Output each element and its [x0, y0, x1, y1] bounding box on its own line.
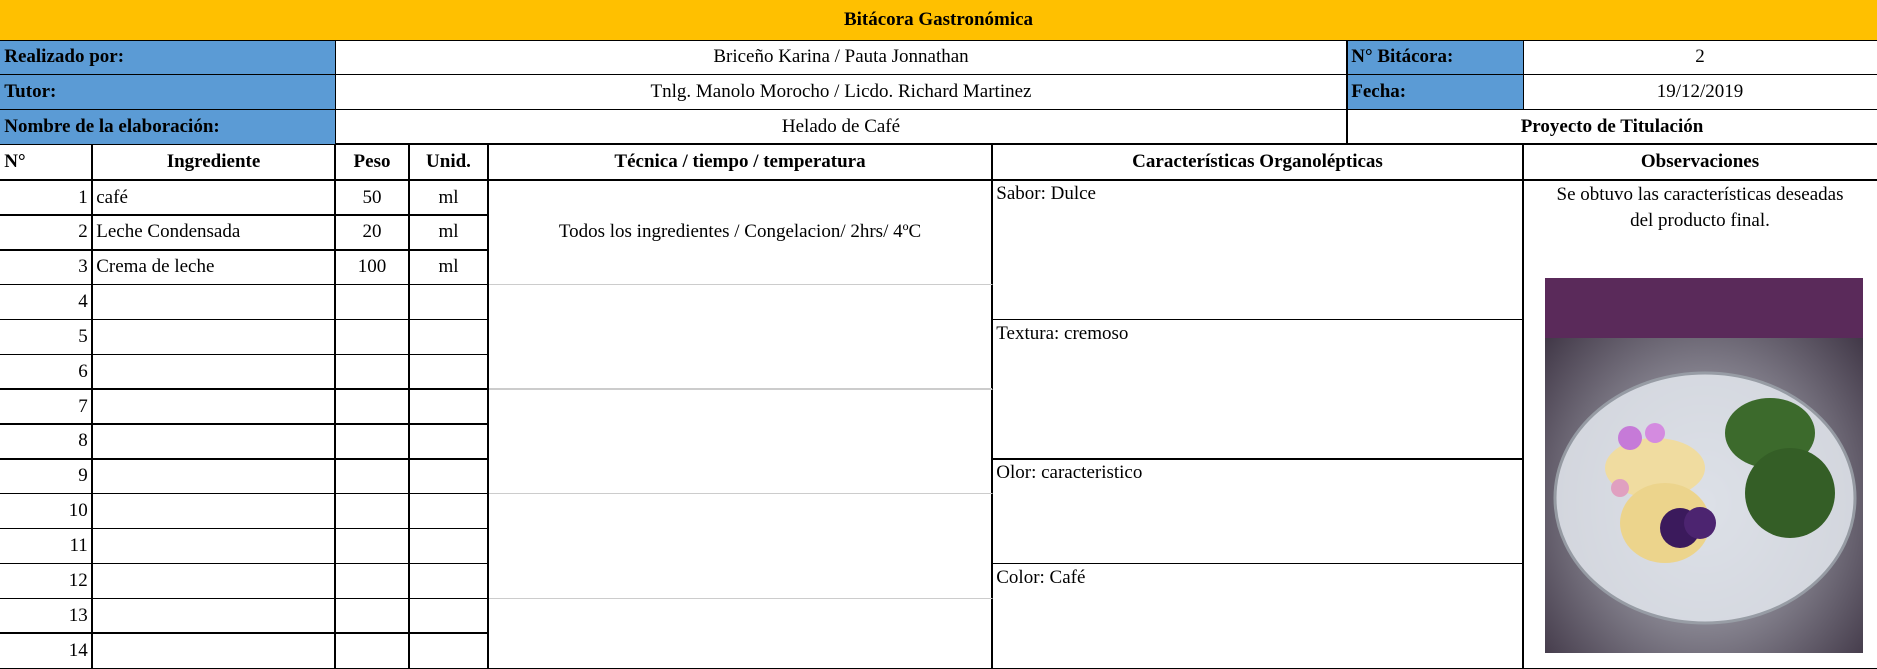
table-cell — [91, 632, 336, 669]
label: Nombre de la elaboración: — [0, 108, 336, 145]
table-cell — [408, 283, 489, 321]
label: Fecha: — [1346, 73, 1524, 111]
table-cell — [408, 388, 489, 425]
column-header: Técnica / tiempo / temperatura — [487, 143, 993, 181]
table-cell — [91, 597, 336, 634]
table-cell: 2 — [0, 214, 93, 251]
table-cell: Leche Condensada — [91, 214, 336, 251]
column-header: Peso — [334, 143, 410, 181]
table-cell: ml — [408, 214, 489, 251]
table-cell — [408, 318, 489, 356]
table-cell — [334, 423, 410, 460]
table-cell: 13 — [0, 597, 93, 634]
table-cell — [334, 353, 410, 390]
table-cell — [408, 423, 489, 460]
table-cell — [334, 388, 410, 425]
table-cell: 4 — [0, 283, 93, 321]
table-cell — [91, 283, 336, 321]
table-cell: 3 — [0, 249, 93, 286]
table-cell: Crema de leche — [91, 249, 336, 286]
table-cell: ml — [408, 249, 489, 286]
label: Realizado por: — [0, 39, 336, 76]
value: Briceño Karina / Pauta Jonnathan — [334, 39, 1348, 76]
technique-cell — [487, 283, 993, 390]
table-cell: 5 — [0, 318, 93, 356]
table-cell: 6 — [0, 353, 93, 390]
table-cell: 8 — [0, 423, 93, 460]
table-cell — [408, 353, 489, 390]
table-cell — [408, 562, 489, 600]
table-cell — [91, 458, 336, 495]
table-cell — [408, 458, 489, 495]
table-cell — [334, 527, 410, 565]
characteristic: Olor: caracteristico — [991, 458, 1524, 565]
table-cell — [91, 493, 336, 530]
technique-cell — [487, 388, 993, 495]
label: Tutor: — [0, 73, 336, 111]
table-cell — [334, 562, 410, 600]
value: 19/12/2019 — [1522, 73, 1877, 111]
table-cell — [408, 597, 489, 634]
characteristic: Textura: cremoso — [991, 318, 1524, 460]
column-header: Observaciones — [1522, 143, 1877, 181]
table-cell: 10 — [0, 493, 93, 530]
table-cell — [334, 597, 410, 634]
value: Tnlg. Manolo Morocho / Licdo. Richard Ma… — [334, 73, 1348, 111]
table-cell — [408, 493, 489, 530]
table-cell: 7 — [0, 388, 93, 425]
technique-cell: Todos los ingredientes / Congelacion/ 2h… — [487, 179, 993, 286]
technique-cell — [487, 493, 993, 600]
table-cell — [334, 632, 410, 669]
table-cell: 14 — [0, 632, 93, 669]
characteristic: Color: Café — [991, 562, 1524, 669]
value: Helado de Café — [334, 108, 1348, 145]
label: Proyecto de Titulación — [1346, 108, 1877, 145]
column-header: Ingrediente — [91, 143, 336, 181]
table-cell — [408, 527, 489, 565]
title: Bitácora Gastronómica — [0, 0, 1877, 41]
column-header: N° — [0, 143, 93, 181]
column-header: Características Organolépticas — [991, 143, 1524, 181]
table-cell: café — [91, 179, 336, 216]
table-cell — [91, 318, 336, 356]
table-cell: 11 — [0, 527, 93, 565]
value: 2 — [1522, 39, 1877, 76]
characteristic: Sabor: Dulce — [991, 179, 1524, 321]
table-cell: 12 — [0, 562, 93, 600]
table-cell — [408, 632, 489, 669]
table-cell: 9 — [0, 458, 93, 495]
table-cell: 100 — [334, 249, 410, 286]
table-cell — [334, 318, 410, 356]
table-cell: 20 — [334, 214, 410, 251]
table-cell: 1 — [0, 179, 93, 216]
table-cell — [91, 527, 336, 565]
table-cell — [91, 562, 336, 600]
table-cell — [91, 353, 336, 390]
table-cell: ml — [408, 179, 489, 216]
technique-cell — [487, 597, 993, 669]
table-cell — [91, 423, 336, 460]
table-cell — [334, 458, 410, 495]
table-cell: 50 — [334, 179, 410, 216]
dish-photo — [1545, 278, 1863, 653]
table-cell — [334, 283, 410, 321]
label: N° Bitácora: — [1346, 39, 1524, 76]
table-cell — [91, 388, 336, 425]
column-header: Unid. — [408, 143, 489, 181]
table-cell — [334, 493, 410, 530]
